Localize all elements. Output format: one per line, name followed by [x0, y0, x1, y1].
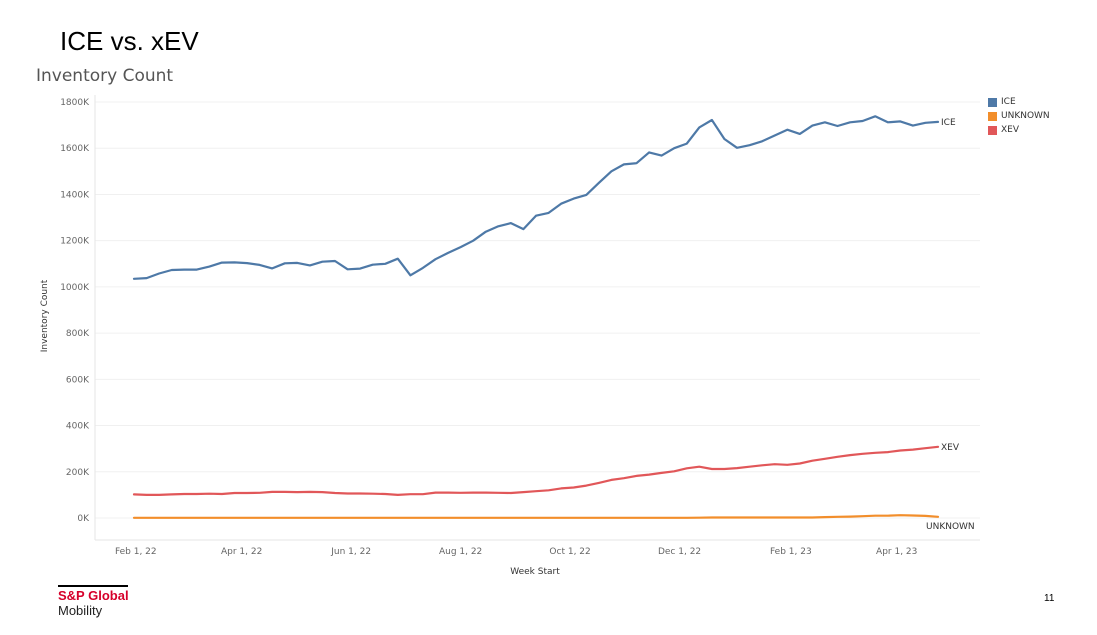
y-tick-label: 800K — [66, 329, 90, 339]
series-end-label-unknown: UNKNOWN — [926, 522, 975, 532]
series-end-labels: ICE UNKNOWN XEV — [926, 118, 975, 532]
y-tick-label: 0K — [77, 514, 90, 524]
legend-label-unknown: UNKNOWN — [1001, 111, 1050, 121]
y-tick-label: 400K — [66, 422, 90, 432]
series-line-ice — [132, 115, 940, 280]
axes: 0K 200K 400K 600K 800K 1000K 1200K 1400K 1600K 18… — [40, 95, 980, 577]
brand-logo: S&P Global Mobility — [58, 585, 129, 619]
y-tick-label: 200K — [66, 468, 90, 478]
x-tick-label: Dec 1, 22 — [658, 547, 701, 557]
legend-item-xev[interactable]: XEV — [988, 123, 1050, 137]
x-tick-label: Apr 1, 23 — [876, 547, 917, 557]
y-tick-label: 1000K — [60, 283, 90, 293]
legend-label-xev: XEV — [1001, 125, 1020, 135]
x-tick-label: Feb 1, 23 — [770, 547, 812, 557]
y-tick-label: 1400K — [60, 190, 90, 200]
page-number: 11 — [1044, 593, 1055, 604]
series-end-label-xev: XEV — [941, 443, 960, 453]
legend-label-ice: ICE — [1001, 97, 1016, 107]
series-line-unknown — [132, 514, 940, 519]
x-tick-label: Jun 1, 22 — [330, 547, 371, 557]
series-lines — [132, 115, 940, 519]
brand-name: S&P Global — [58, 588, 129, 603]
y-tick-label: 1200K — [60, 237, 90, 247]
chart-title: Inventory Count — [36, 66, 174, 86]
legend-item-unknown[interactable]: UNKNOWN — [988, 109, 1050, 123]
x-tick-label: Oct 1, 22 — [549, 547, 590, 557]
legend-swatch-unknown — [988, 111, 997, 121]
x-tick-label: Feb 1, 22 — [115, 547, 157, 557]
x-axis-title: Week Start — [510, 567, 560, 577]
y-tick-label: 1800K — [60, 98, 90, 108]
y-axis-title: Inventory Count — [40, 279, 50, 352]
series-end-label-ice: ICE — [941, 118, 956, 128]
series-line-xev — [132, 445, 940, 496]
brand-sub: Mobility — [58, 603, 103, 618]
x-tick-label: Apr 1, 22 — [221, 547, 262, 557]
brand-bar — [58, 585, 128, 587]
x-tick-label: Aug 1, 22 — [439, 547, 482, 557]
legend-swatch-xev — [988, 125, 997, 135]
y-tick-label: 1600K — [60, 144, 90, 154]
y-tick-label: 600K — [66, 375, 90, 385]
slide-title: ICE vs. xEV — [60, 26, 199, 56]
legend-item-ice[interactable]: ICE — [988, 95, 1050, 109]
legend-swatch-ice — [988, 97, 997, 107]
legend: ICE UNKNOWN XEV — [988, 95, 1050, 137]
